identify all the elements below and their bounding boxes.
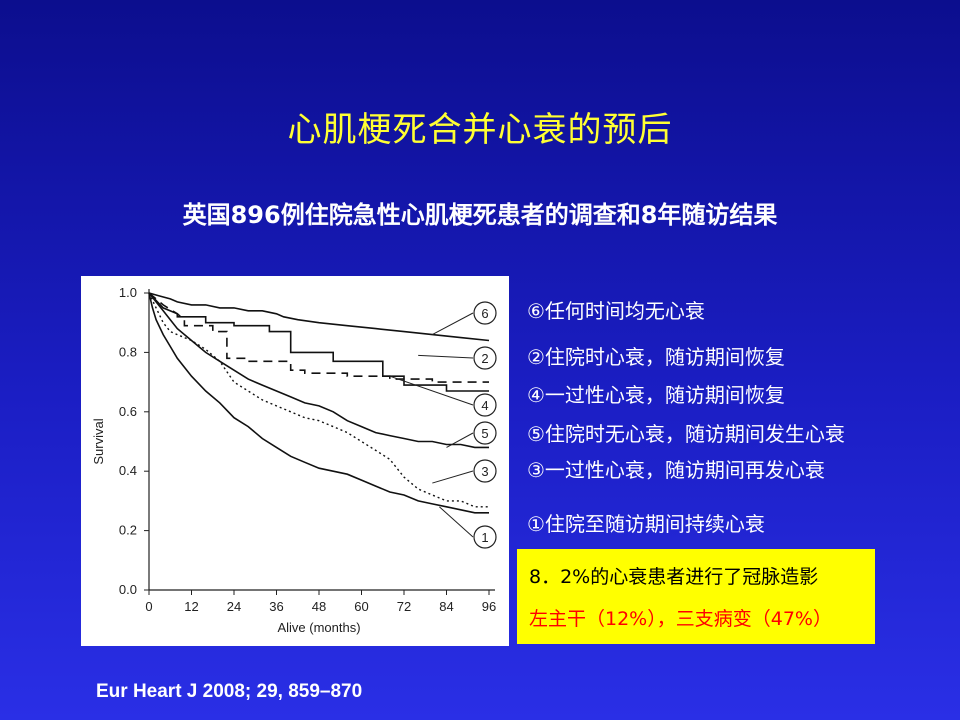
leader-line-5: [446, 432, 474, 448]
x-tick-label: 60: [354, 599, 368, 614]
y-tick-label: 0.2: [119, 523, 137, 538]
curve-marker-2: [473, 346, 497, 370]
slide-title: 心肌梗死合并心衰的预后: [287, 110, 673, 150]
leader-line-1: [439, 506, 474, 538]
leader-line-2: [418, 354, 474, 359]
x-tick-label: 36: [269, 599, 283, 614]
leader-line-6: [432, 312, 474, 336]
survival-chart: 0 12 24 36 48 60 72 84 96 0.0 0.2 0.4 0.6 0.8 1.0 Alive…: [81, 276, 509, 646]
curve-marker-6: [473, 301, 497, 325]
y-tick-label: 0.6: [119, 404, 137, 419]
curve-marker-label-4: 4: [481, 398, 488, 413]
angiography-note-line: 8．2%的心衰患者进行了冠脉造影: [529, 566, 819, 588]
series-line-3: [148, 292, 489, 508]
curve-marker-1: [473, 525, 497, 549]
angiography-note-box: 8．2%的心衰患者进行了冠脉造影 左主干（12%），三支病变（47%）: [517, 549, 875, 644]
slide-subtitle: 英国896例住院急性心肌梗死患者的调查和8年随访结果: [182, 201, 778, 229]
legend-item-1: ①住院至随访期间持续心衰: [527, 512, 765, 536]
curve-marker-label-2: 2: [481, 351, 488, 366]
series-line-4: [148, 292, 489, 383]
series-line-5: [148, 292, 489, 449]
x-tick-label: 24: [227, 599, 241, 614]
curve-marker-5: [473, 421, 497, 445]
y-axis-label: Survival: [91, 418, 106, 464]
y-tick-label: 0.4: [119, 463, 137, 478]
x-tick-label: 72: [397, 599, 411, 614]
curve-marker-3: [473, 459, 497, 483]
leader-line-4: [389, 375, 474, 406]
x-axis-label: Alive (months): [277, 620, 360, 635]
curve-marker-label-1: 1: [481, 530, 488, 545]
x-tick-label: 12: [184, 599, 198, 614]
legend-item-3: ③一过性心衰，随访期间再发心衰: [527, 458, 825, 482]
series-line-2: [148, 292, 489, 392]
y-tick-label: 0.8: [119, 344, 137, 359]
legend-item-4: ④一过性心衰，随访期间恢复: [527, 383, 785, 407]
x-tick-label: 48: [312, 599, 326, 614]
leader-line-3: [432, 470, 474, 484]
legend-item-6: ⑥任何时间均无心衰: [527, 299, 705, 323]
curve-marker-label-3: 3: [481, 464, 488, 479]
y-tick-label: 0.0: [119, 582, 137, 597]
curve-marker-label-5: 5: [481, 426, 488, 441]
curve-marker-4: [473, 393, 497, 417]
curve-marker-label-6: 6: [481, 306, 488, 321]
x-tick-label: 0: [145, 599, 152, 614]
series-line-1: [148, 292, 489, 514]
citation: Eur Heart J 2008; 29, 859–870: [96, 681, 363, 702]
y-tick-label: 1.0: [119, 285, 137, 300]
legend-item-5: ⑤住院时无心衰，随访期间发生心衰: [527, 422, 845, 446]
legend-item-2: ②住院时心衰，随访期间恢复: [527, 345, 785, 369]
lesion-note-line: 左主干（12%），三支病变（47%）: [529, 608, 832, 630]
x-tick-label: 84: [439, 599, 453, 614]
x-tick-label: 96: [482, 599, 496, 614]
series-line-6: [148, 292, 490, 342]
survival-chart-svg: 0 12 24 36 48 60 72 84 960.00.20.40.60.81.0Alive…: [91, 285, 497, 635]
